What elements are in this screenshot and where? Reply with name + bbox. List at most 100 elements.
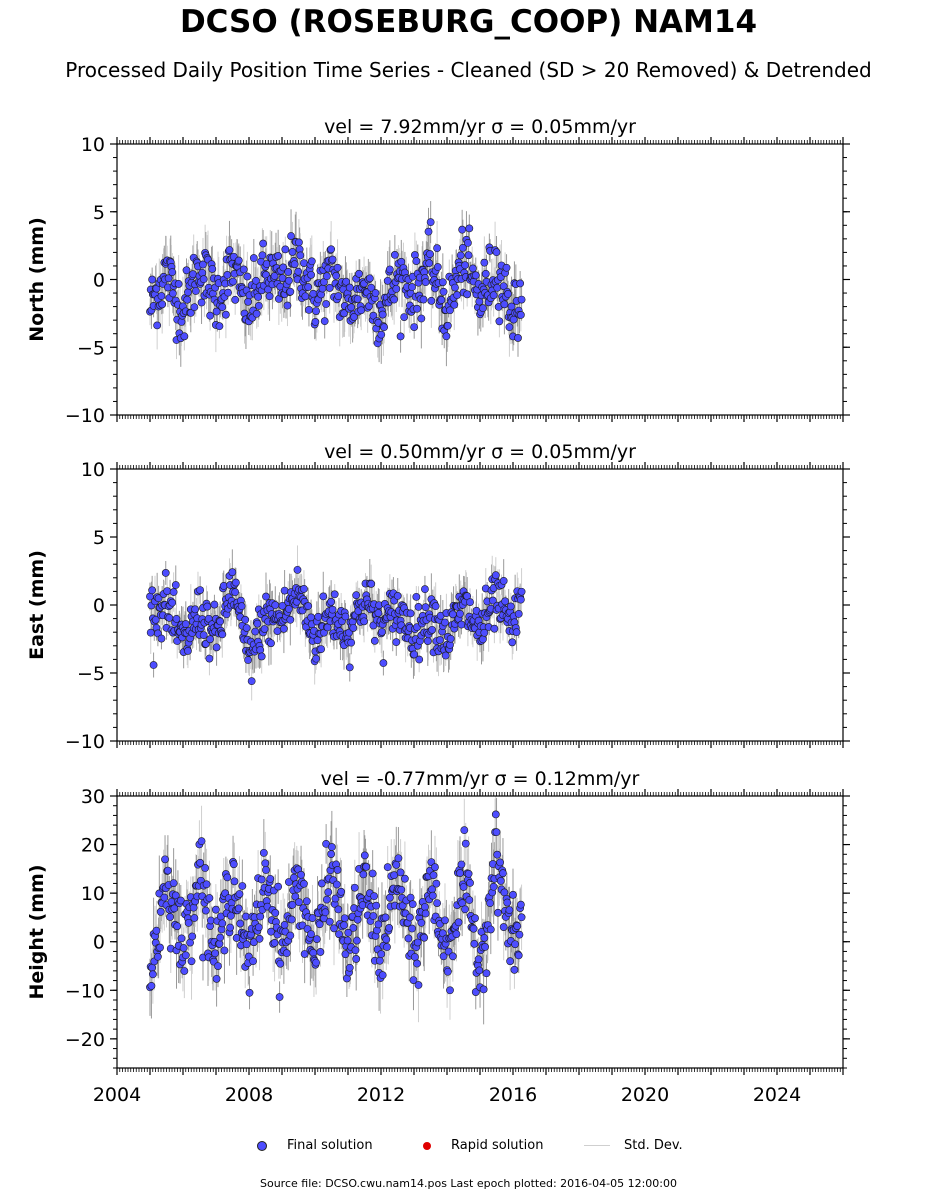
data-point [239,265,248,274]
data-point [288,248,297,256]
data-point [203,602,212,611]
data-point [382,935,391,944]
data-point [271,908,280,917]
data-point [304,283,313,291]
data-point [256,912,265,921]
data-point [432,879,441,888]
data-point [344,928,353,937]
data-point [291,892,300,901]
data-point [284,268,293,276]
data-point [154,594,163,603]
data-point [169,588,178,596]
data-point [231,588,240,597]
data-point [496,858,505,867]
data-point [290,873,298,882]
data-point [425,259,434,268]
data-point [234,256,243,265]
data-point [464,251,473,260]
data-point [341,950,350,959]
data-point [249,254,258,262]
data-point [237,602,246,611]
data-point [457,620,466,629]
data-point [283,301,292,310]
data-point [274,252,283,260]
data-point [474,955,483,964]
data-point [392,284,401,293]
data-point [385,924,394,932]
data-point [317,645,326,654]
data-point [187,957,196,966]
y-tick-label: −5 [77,663,105,685]
data-point [459,883,468,891]
data-point [211,905,220,914]
data-point [393,592,402,600]
data-point [347,638,356,647]
data-point [465,896,474,904]
data-point [167,897,176,906]
data-point [294,267,303,276]
data-point [319,592,328,601]
data-point [406,893,415,902]
data-point [408,900,417,909]
data-point [321,908,330,917]
data-point [327,597,336,606]
data-point [499,282,508,291]
data-point [383,276,392,285]
data-point [206,916,215,925]
data-point [446,986,454,995]
data-point [380,323,389,332]
data-point [370,636,379,645]
data-point [427,296,436,305]
data-point [260,625,269,633]
data-point [158,300,167,309]
data-point [516,279,525,288]
y-tick-label: −20 [65,1029,105,1051]
data-point [252,276,260,285]
data-point [171,581,180,589]
data-point [357,306,366,315]
data-point [511,940,520,949]
data-point [359,870,368,879]
data-point [300,259,308,267]
data-point [480,628,489,637]
data-point [313,636,322,645]
data-point [457,860,466,869]
data-point [439,952,448,961]
data-point [280,586,289,595]
data-point [205,654,214,663]
data-point [443,967,452,976]
legend-std-label: Std. Dev. [624,1138,683,1153]
y-tick-label: −10 [65,980,105,1002]
data-points [146,201,526,367]
data-point [330,924,338,933]
data-point [433,244,441,253]
data-point [471,914,479,923]
data-point [311,318,320,326]
data-point [451,283,459,292]
x-tick-label: 2008 [225,1084,273,1106]
data-point [286,287,295,296]
data-point [202,880,211,889]
data-point [493,850,502,859]
data-point [468,264,477,273]
std-line-icon [584,1145,610,1146]
data-point [309,948,318,957]
y-axis-label: North (mm) [26,217,48,342]
data-point [486,925,495,934]
data-point [367,579,376,588]
data-point [431,602,440,611]
data-point [360,617,368,626]
data-point [424,227,433,236]
data-point [152,926,161,935]
data-point [327,850,336,858]
data-point [257,652,266,661]
x-tick-label: 2012 [357,1084,405,1106]
data-point [186,308,195,317]
data-point [479,985,488,994]
data-point [196,858,205,867]
data-point [270,939,279,947]
data-point [229,277,237,286]
data-point [235,890,244,898]
data-point [216,933,225,942]
data-point [307,270,315,279]
